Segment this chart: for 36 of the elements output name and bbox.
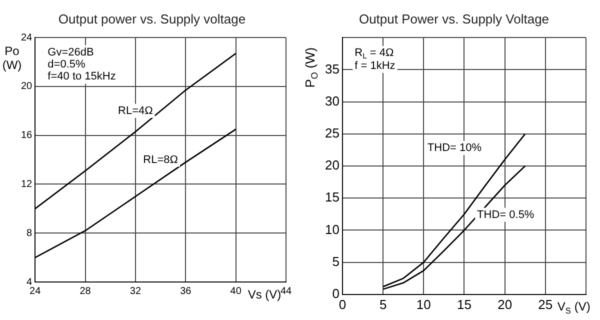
y-tick-label: 12 bbox=[21, 178, 33, 190]
y-tick-label: 10 bbox=[324, 222, 340, 237]
x-tick-label: 15 bbox=[456, 296, 472, 312]
x-tick-label: 36 bbox=[180, 286, 192, 297]
y-tick-label: 8 bbox=[26, 228, 33, 239]
annotation: RL=4Ω bbox=[118, 104, 153, 117]
y-tick-label: 35 bbox=[324, 61, 340, 76]
x-tick-label: 20 bbox=[498, 296, 512, 312]
x-tick-label: 5 bbox=[379, 296, 387, 312]
y-tick-label: 30 bbox=[324, 93, 340, 108]
y-tick-label: 24 bbox=[21, 32, 33, 44]
y-tick-label: 25 bbox=[324, 125, 340, 140]
y-tick-label: 15 bbox=[324, 190, 340, 205]
annotation: THD= 0.5% bbox=[477, 208, 534, 221]
x-tick-label: 44 bbox=[280, 286, 292, 297]
y-tick-label: 16 bbox=[21, 130, 33, 142]
annotation: Gv=26dB bbox=[48, 46, 94, 58]
y-tick-label: 4 bbox=[26, 276, 33, 288]
annotation: RL=8Ω bbox=[143, 154, 178, 166]
annotation: f=40 to 15kHz bbox=[48, 70, 116, 83]
y-axis-title: Po (W) bbox=[2, 44, 22, 72]
x-tick-label: 32 bbox=[130, 286, 142, 297]
annotation: d=0.5% bbox=[48, 58, 86, 71]
x-tick-label: 10 bbox=[416, 296, 431, 312]
y-axis-title: PO (W) bbox=[302, 47, 320, 88]
y-tick-label: 5 bbox=[332, 254, 340, 269]
chart-title: Output Power vs. Supply Voltage bbox=[358, 11, 550, 26]
annotation: f = 1kHz bbox=[354, 60, 396, 72]
x-tick-label: 28 bbox=[80, 286, 92, 297]
annotation: THD= 10% bbox=[427, 142, 482, 154]
chart-title: Output power vs. Supply voltage bbox=[58, 11, 246, 26]
x-tick-label: 25 bbox=[538, 296, 553, 312]
x-axis-title: Vs (V) bbox=[248, 287, 282, 302]
y-tick-label: 20 bbox=[324, 158, 340, 173]
y-tick-label: 20 bbox=[21, 81, 33, 92]
x-tick-label: 40 bbox=[230, 286, 242, 297]
